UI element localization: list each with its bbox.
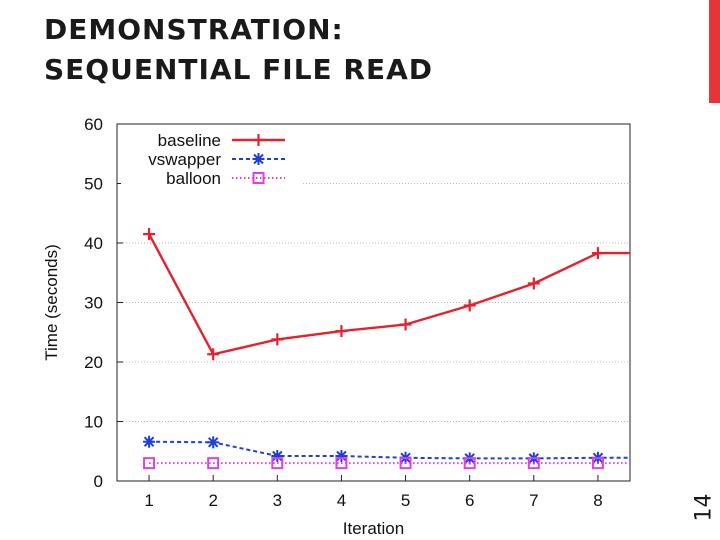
data-point-baseline-3 bbox=[271, 333, 284, 346]
x-tick-label: 8 bbox=[593, 491, 602, 510]
marker-stroke bbox=[591, 457, 604, 470]
x-tick-label: 3 bbox=[273, 491, 282, 510]
x-tick-label: 4 bbox=[337, 491, 346, 510]
legend-marker-baseline bbox=[252, 134, 265, 146]
data-point-balloon-6 bbox=[463, 457, 476, 470]
series-line-vswapper bbox=[149, 440, 630, 460]
accent-bar bbox=[709, 0, 720, 103]
y-tick-label: 20 bbox=[84, 353, 103, 372]
y-tick-label: 0 bbox=[94, 472, 103, 491]
y-tick-label: 40 bbox=[84, 234, 103, 253]
data-point-balloon-8 bbox=[591, 457, 604, 470]
marker-stroke bbox=[271, 457, 284, 470]
data-point-balloon-7 bbox=[527, 457, 540, 470]
y-tick-label: 50 bbox=[84, 175, 103, 194]
x-tick-label: 5 bbox=[401, 491, 410, 510]
x-tick-label: 6 bbox=[465, 491, 474, 510]
marker-stroke bbox=[143, 436, 155, 447]
x-tick-label: 7 bbox=[529, 491, 538, 510]
data-point-baseline-6 bbox=[463, 299, 476, 312]
marker-stroke bbox=[207, 437, 219, 448]
y-axis-label: Time (seconds) bbox=[42, 244, 61, 361]
marker-stroke bbox=[527, 457, 540, 470]
data-point-vswapper-1 bbox=[143, 435, 156, 448]
data-point-balloon-4 bbox=[335, 457, 348, 470]
legend-label-vswapper: vswapper bbox=[148, 150, 221, 169]
y-tick-label: 60 bbox=[84, 115, 103, 134]
data-point-vswapper-2 bbox=[207, 436, 220, 449]
legend-marker-vswapper bbox=[252, 153, 265, 165]
data-point-balloon-2 bbox=[207, 457, 220, 470]
data-point-balloon-1 bbox=[143, 457, 156, 470]
slide-title: DEMONSTRATION: SEQUENTIAL FILE READ bbox=[44, 10, 644, 90]
data-point-baseline-7 bbox=[527, 277, 540, 290]
data-point-balloon-3 bbox=[271, 457, 284, 470]
legend-label-balloon: balloon bbox=[166, 169, 221, 188]
x-axis-label: Iteration bbox=[343, 519, 404, 538]
legend-marker-balloon bbox=[252, 172, 265, 184]
marker-stroke bbox=[207, 457, 220, 470]
slide-title-line-2: SEQUENTIAL FILE READ bbox=[44, 53, 434, 86]
data-point-baseline-4 bbox=[335, 325, 348, 338]
data-point-balloon-5 bbox=[399, 457, 412, 470]
x-tick-label: 1 bbox=[144, 491, 153, 510]
legend-label-baseline: baseline bbox=[158, 131, 221, 150]
x-tick-label: 2 bbox=[208, 491, 217, 510]
marker-stroke bbox=[399, 457, 412, 470]
data-point-baseline-5 bbox=[399, 318, 412, 331]
slide-title-line-1: DEMONSTRATION: bbox=[44, 13, 344, 46]
y-tick-label: 30 bbox=[84, 294, 103, 313]
marker-stroke bbox=[253, 153, 264, 165]
data-point-baseline-8 bbox=[591, 247, 604, 260]
data-point-baseline-1 bbox=[143, 228, 156, 241]
series-line-baseline bbox=[148, 233, 630, 356]
marker-stroke bbox=[335, 457, 348, 470]
data-point-baseline-2 bbox=[207, 348, 220, 361]
y-tick-label: 10 bbox=[84, 413, 103, 432]
marker-stroke bbox=[463, 457, 476, 470]
marker-stroke bbox=[252, 172, 265, 184]
marker-stroke bbox=[143, 457, 156, 470]
